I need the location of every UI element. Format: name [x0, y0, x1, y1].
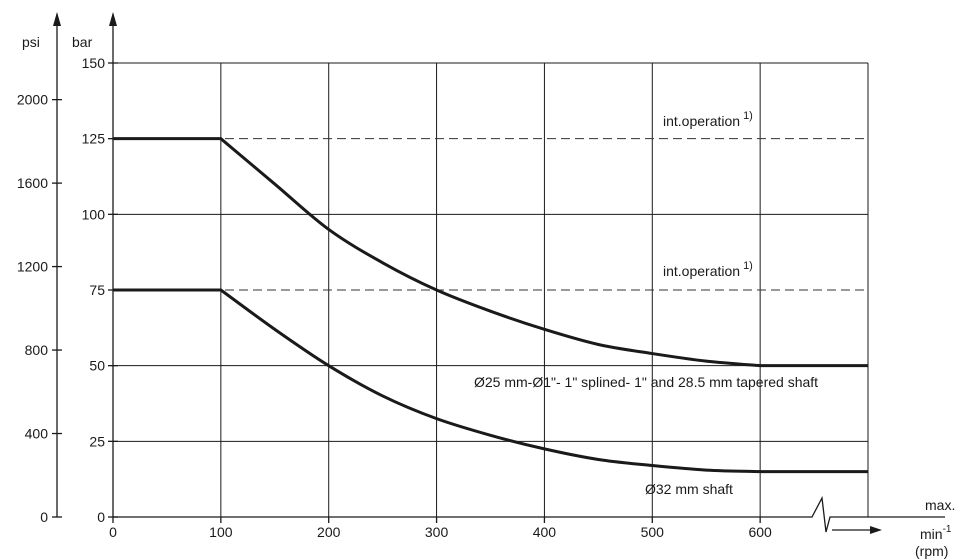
bar-tick-label: 0	[97, 509, 105, 525]
ref-label-upper: int.operation 1)	[663, 110, 753, 129]
bar-tick-label: 100	[82, 206, 106, 222]
x-unit-exponent: -1	[943, 524, 952, 535]
ref-label-lower-text: int.operation	[663, 263, 740, 279]
ticks: 0 100 200 300 400 500 600 0 25 50 75 100 125 150 0 400 8…	[17, 55, 772, 540]
max-label: max.	[925, 497, 955, 513]
curve-32mm-shaft	[113, 288, 868, 474]
bar-tick-label: 75	[89, 282, 105, 298]
arrow-max-head	[870, 526, 882, 534]
x-tick-label: 300	[425, 524, 449, 540]
series-label-lower: Ø32 mm shaft	[645, 481, 733, 497]
curve-25mm-shaft	[113, 137, 868, 368]
x-tick-label: 200	[317, 524, 341, 540]
bar-tick-label: 25	[89, 433, 105, 449]
bar-tick-label: 50	[89, 358, 105, 374]
bar-tick-label: 125	[82, 131, 106, 147]
curves	[113, 137, 868, 474]
series-label-upper: Ø25 mm-Ø1"- 1" splined- 1" and 28.5 mm t…	[474, 374, 818, 390]
psi-axis-arrow	[53, 12, 61, 26]
ref-label-upper-sup: 1)	[743, 110, 753, 122]
psi-tick-label: 400	[25, 426, 49, 442]
x-unit-text: min	[920, 526, 943, 542]
axis-break-icon	[800, 495, 848, 533]
ref-label-lower: int.operation 1)	[663, 260, 753, 279]
x-tick-label: 400	[533, 524, 557, 540]
x-tick-label: 500	[641, 524, 665, 540]
psi-tick-label: 800	[25, 342, 49, 358]
psi-tick-label: 2000	[17, 92, 48, 108]
axes	[53, 12, 945, 534]
psi-tick-label: 0	[40, 509, 48, 525]
psi-tick-label: 1600	[17, 175, 48, 191]
ref-label-lower-sup: 1)	[743, 260, 753, 272]
x-tick-label: 600	[748, 524, 772, 540]
psi-tick-label: 1200	[17, 259, 48, 275]
ref-label-upper-text: int.operation	[663, 113, 740, 129]
x-unit-label: min-1	[920, 524, 952, 542]
x-tick-label: 0	[109, 524, 117, 540]
bar-axis-label: bar	[72, 34, 93, 50]
bar-axis-arrow	[109, 12, 117, 26]
psi-axis-label: psi	[22, 34, 40, 50]
x-unit-sub-label: (rpm)	[915, 543, 948, 559]
bar-tick-label: 150	[82, 55, 106, 71]
x-tick-label: 100	[209, 524, 233, 540]
